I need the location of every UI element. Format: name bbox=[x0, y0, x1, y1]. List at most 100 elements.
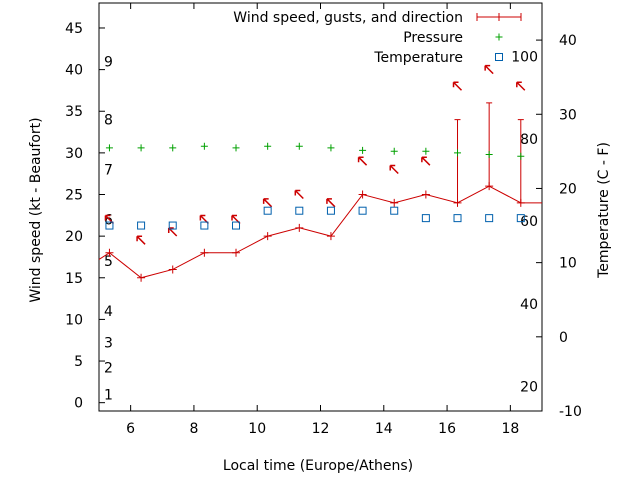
pressure-point bbox=[517, 152, 525, 160]
wind-speed-point bbox=[421, 190, 430, 199]
temperature-point bbox=[390, 206, 399, 215]
temperature-point bbox=[232, 221, 241, 230]
y-tick-label: 15 bbox=[65, 271, 83, 287]
pressure-point bbox=[359, 146, 367, 154]
fahrenheit-label: 20 bbox=[520, 380, 538, 396]
pressure-point bbox=[200, 142, 208, 150]
beaufort-label: 2 bbox=[104, 361, 113, 377]
temperature-point bbox=[200, 221, 209, 230]
beaufort-label: 1 bbox=[104, 387, 113, 403]
temperature-point bbox=[358, 206, 367, 215]
y2-tick-label: 30 bbox=[559, 107, 577, 123]
direction-arrow bbox=[484, 64, 494, 75]
legend-label-wind: Wind speed, gusts, and direction bbox=[233, 10, 463, 26]
legend-sample-wind bbox=[476, 13, 522, 21]
wind-speed-point bbox=[200, 248, 209, 257]
x-tick-label: 10 bbox=[248, 421, 266, 437]
plot-frame bbox=[98, 2, 543, 412]
y-tick-label: 10 bbox=[65, 312, 83, 328]
temperature-point bbox=[295, 206, 304, 215]
direction-arrow bbox=[421, 156, 431, 166]
y2-tick-label: -10 bbox=[559, 404, 582, 420]
y2-tick-label: 0 bbox=[559, 330, 568, 346]
direction-arrow bbox=[452, 81, 463, 91]
wind-speed-point bbox=[390, 198, 399, 207]
x-axis-label: Local time (Europe/Athens) bbox=[223, 458, 413, 474]
direction-arrow bbox=[516, 81, 526, 91]
y-tick-label: 45 bbox=[65, 21, 83, 37]
x-tick-label: 12 bbox=[312, 421, 330, 437]
x-tick-label: 18 bbox=[501, 421, 519, 437]
direction-arrow bbox=[357, 156, 368, 166]
wind-speed-point bbox=[358, 190, 367, 199]
wind-speed-point bbox=[168, 265, 177, 274]
wind-speed-point bbox=[263, 232, 272, 241]
temperature-point bbox=[105, 221, 114, 230]
pressure-point bbox=[454, 149, 462, 157]
pressure-point bbox=[390, 147, 398, 155]
legend-label-temperature: Temperature bbox=[373, 50, 463, 66]
legend: Wind speed, gusts, and direction Pressur… bbox=[233, 10, 463, 66]
direction-arrow bbox=[262, 198, 273, 208]
beaufort-label: 9 bbox=[104, 54, 113, 70]
y-tick-label: 25 bbox=[65, 188, 83, 204]
beaufort-label: 4 bbox=[104, 304, 113, 320]
wind-speed-line bbox=[98, 185, 542, 279]
pressure-point bbox=[422, 147, 430, 155]
beaufort-label: 7 bbox=[104, 163, 113, 179]
pressure-point bbox=[137, 144, 145, 152]
gust-bar bbox=[454, 119, 461, 203]
y-axis-label: Wind speed (kt - Beaufort) bbox=[28, 117, 44, 302]
gust-bar bbox=[486, 102, 493, 187]
legend-sample-temperature bbox=[495, 53, 503, 61]
legend-label-pressure: Pressure bbox=[403, 30, 463, 46]
direction-arrow bbox=[136, 235, 146, 245]
gust-bar bbox=[517, 119, 524, 203]
y-tick-label: 40 bbox=[65, 63, 83, 79]
temperature-point bbox=[263, 206, 272, 215]
pressure-point bbox=[327, 144, 335, 152]
pressure-point bbox=[232, 144, 240, 152]
pressure-point bbox=[295, 142, 303, 150]
y2-tick-label: 40 bbox=[559, 33, 577, 49]
wind-speed-point bbox=[295, 223, 304, 232]
x-tick-label: 16 bbox=[438, 421, 456, 437]
beaufort-label: 3 bbox=[104, 336, 113, 352]
pressure-point bbox=[264, 142, 272, 150]
direction-arrow bbox=[294, 189, 304, 200]
direction-arrow bbox=[326, 198, 336, 208]
wind-speed-point bbox=[232, 248, 241, 257]
direction-arrow bbox=[389, 164, 399, 175]
y-tick-label: 35 bbox=[65, 104, 83, 120]
y-tick-label: 0 bbox=[74, 396, 83, 412]
pressure-point bbox=[169, 144, 177, 152]
x-tick-label: 6 bbox=[126, 421, 135, 437]
pressure-point bbox=[485, 151, 493, 159]
beaufort-label: 5 bbox=[104, 254, 113, 270]
y-tick-label: 5 bbox=[74, 354, 83, 370]
legend-sample-pressure bbox=[495, 33, 503, 41]
wind-speed-point bbox=[137, 273, 146, 282]
wind-speed-point bbox=[326, 232, 335, 241]
y2-tick-label: 20 bbox=[559, 181, 577, 197]
x-tick-label: 8 bbox=[189, 421, 198, 437]
temperature-point bbox=[421, 214, 430, 223]
y-tick-label: 20 bbox=[65, 229, 83, 245]
fahrenheit-label: 100 bbox=[511, 49, 538, 65]
wind-speed-point bbox=[105, 248, 114, 257]
y2-axis-label: Temperature (C - F) bbox=[596, 142, 612, 279]
fahrenheit-label: 80 bbox=[520, 132, 538, 148]
y-tick-label: 30 bbox=[65, 146, 83, 162]
y2-tick-label: 10 bbox=[559, 256, 577, 272]
beaufort-label: 6 bbox=[104, 212, 113, 228]
temperature-point bbox=[137, 221, 146, 230]
temperature-point bbox=[168, 221, 177, 230]
temperature-point bbox=[453, 214, 462, 223]
temperature-point bbox=[326, 206, 335, 215]
fahrenheit-label: 40 bbox=[520, 297, 538, 313]
temperature-point bbox=[485, 214, 494, 223]
beaufort-label: 8 bbox=[104, 113, 113, 129]
x-tick-label: 14 bbox=[375, 421, 393, 437]
temperature-point bbox=[516, 214, 525, 223]
